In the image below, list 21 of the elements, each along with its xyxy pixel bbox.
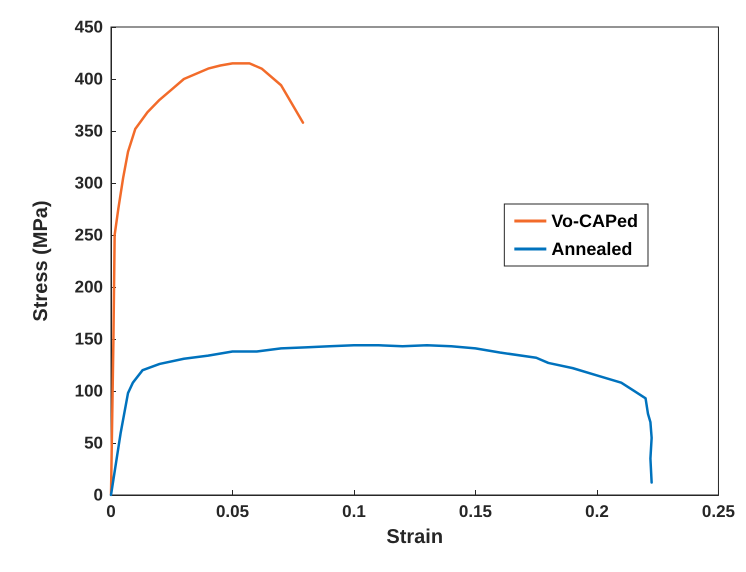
legend-label: Annealed (551, 239, 632, 259)
x-tick-label: 0 (106, 502, 116, 521)
y-tick-label: 50 (84, 434, 103, 452)
y-tick-label: 400 (74, 70, 103, 88)
x-tick-label: 0.15 (458, 502, 492, 521)
y-tick-label: 200 (74, 278, 103, 296)
y-tick-label: 100 (74, 382, 103, 400)
x-tick-label: 0.05 (216, 502, 250, 521)
x-tick-label: 0.25 (702, 502, 736, 521)
x-axis-title: Strain (386, 526, 444, 548)
x-tick-label: 0.2 (585, 502, 609, 521)
y-tick-label: 250 (74, 226, 103, 244)
y-axis-title: Stress (MPa) (30, 200, 52, 322)
y-tick-label: 450 (74, 18, 103, 36)
y-tick-label: 150 (74, 330, 103, 348)
x-tick-label: 0.1 (342, 502, 366, 521)
line-series (110, 344, 653, 496)
y-tick-label: 300 (74, 174, 103, 192)
y-tick-label: 0 (94, 486, 103, 504)
y-tick-label: 350 (74, 122, 103, 140)
legend-label: Vo-CAPed (551, 211, 638, 231)
